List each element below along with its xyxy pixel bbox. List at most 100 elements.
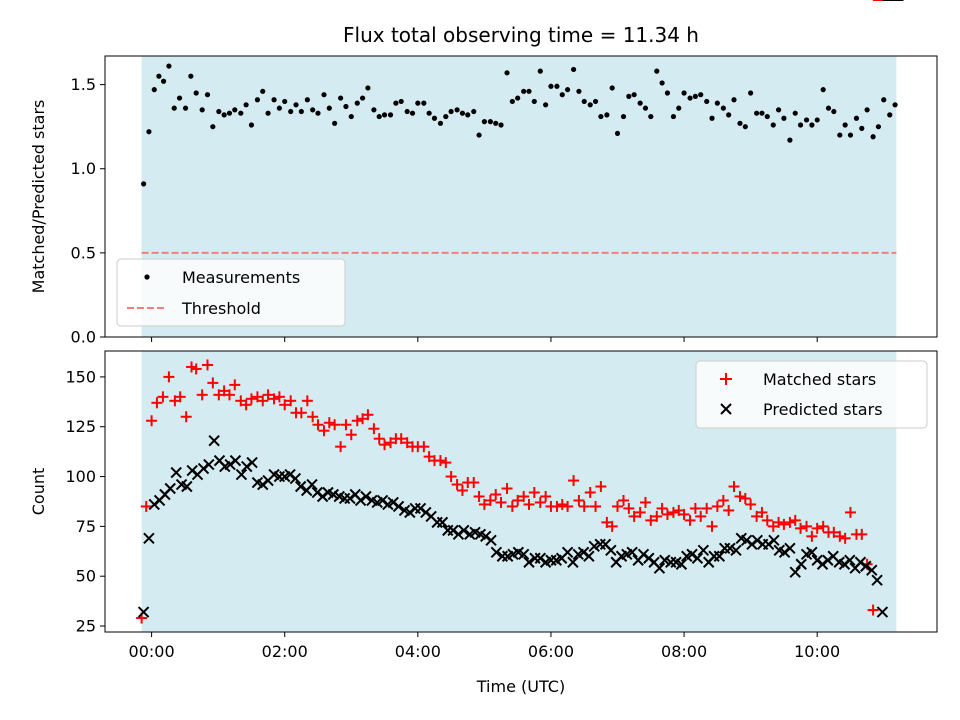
measurement-point	[825, 105, 832, 111]
matched-star-point	[301, 395, 313, 407]
matched-star-point	[606, 520, 618, 532]
predicted-star-point	[143, 532, 155, 545]
counts-ytick-label-3: 100	[65, 467, 96, 486]
predicted-star-point	[730, 544, 742, 556]
measurement-point	[443, 113, 449, 120]
measurement-point	[276, 105, 282, 111]
measurement-point	[576, 88, 582, 94]
predicted-star-point	[605, 544, 617, 556]
matched-star-point	[634, 506, 646, 518]
predicted-star-point	[675, 558, 688, 570]
measurement-point	[315, 110, 321, 116]
measurement-point	[887, 112, 893, 118]
matched-star-point	[190, 363, 202, 375]
measurement-point	[531, 98, 537, 105]
measurement-point	[881, 97, 887, 103]
matched-star-point	[817, 520, 829, 532]
measurement-point	[592, 98, 599, 105]
matched-star-point	[590, 500, 602, 512]
measurement-point	[748, 90, 754, 96]
matched-star-point	[440, 457, 452, 469]
predicted-star-point	[360, 490, 372, 503]
measurement-point	[404, 108, 410, 115]
matched-star-point	[867, 604, 879, 616]
matched-star-point	[229, 379, 241, 391]
measurement-point	[160, 78, 167, 84]
measurement-point	[509, 98, 515, 105]
legend-matched-label: Matched stars	[763, 370, 876, 389]
matched-star-point	[501, 483, 513, 495]
measurement-point	[731, 97, 737, 103]
matched-star-point	[495, 496, 507, 508]
counts-ytick-label-1: 50	[76, 567, 96, 586]
predicted-star-point	[306, 478, 318, 491]
counts-ytick-label-0: 25	[76, 617, 96, 636]
legend-threshold-label: Threshold	[181, 299, 261, 318]
matched-star-point	[379, 439, 391, 451]
matched-star-point	[307, 411, 319, 423]
x-tick-label-0: 00:00	[129, 642, 175, 661]
measurement-point	[797, 122, 804, 128]
measurement-point	[781, 115, 787, 121]
measurement-point	[381, 112, 388, 118]
matched-star-point	[434, 455, 446, 467]
predicted-star-point	[691, 552, 704, 564]
measurement-point	[182, 105, 189, 111]
matched-star-point	[395, 433, 407, 445]
measurement-point	[226, 110, 233, 116]
measurement-point	[204, 92, 211, 98]
measurement-point	[681, 90, 687, 96]
matched-star-point	[784, 516, 796, 528]
matched-star-point	[473, 490, 485, 502]
measurement-point	[609, 85, 615, 91]
matched-star-point	[373, 433, 385, 445]
predicted-star-point	[697, 544, 710, 556]
measurement-point	[720, 105, 726, 111]
matched-star-point	[279, 399, 291, 411]
counts-ytick-label-5: 150	[65, 367, 96, 386]
x-tick-label-3: 06:00	[528, 642, 574, 661]
measurement-point	[288, 108, 294, 115]
legend-measurements-label: Measurements	[182, 268, 300, 287]
measurement-point	[141, 181, 147, 187]
matched-star-point	[362, 409, 374, 421]
matched-star-point	[484, 494, 496, 506]
matched-star-point	[656, 502, 668, 514]
matched-star-point	[584, 486, 596, 498]
matched-star-point	[528, 486, 540, 498]
matched-star-point	[573, 494, 585, 506]
predicted-star-point	[203, 458, 215, 471]
legend-measurements-marker	[144, 274, 150, 280]
matched-star-point	[245, 393, 257, 405]
measurement-point	[726, 112, 732, 118]
measurement-point	[754, 110, 760, 116]
matched-star-point	[639, 496, 651, 508]
matched-star-point	[695, 510, 707, 522]
measurement-point	[842, 122, 848, 128]
measurement-point	[620, 113, 627, 120]
predicted-star-point	[583, 550, 595, 562]
matched-star-point	[445, 471, 457, 483]
measurement-point	[792, 110, 798, 116]
measurement-point	[659, 80, 665, 86]
matched-star-point	[456, 485, 468, 497]
legend-predicted-label: Predicted stars	[763, 400, 883, 419]
matched-star-point	[146, 415, 158, 427]
measurement-point	[354, 100, 360, 106]
matched-star-point	[451, 479, 463, 491]
measurement-point	[343, 103, 349, 110]
measurement-point	[598, 113, 604, 120]
x-tick-label-5: 10:00	[794, 642, 840, 661]
measurement-point	[304, 97, 310, 103]
measurement-point	[814, 117, 820, 123]
matched-star-point	[734, 490, 746, 502]
measurement-point	[248, 122, 255, 128]
counts-plot-frame	[104, 350, 938, 633]
measurement-point	[493, 120, 499, 126]
measurement-point	[687, 95, 693, 101]
predicted-star-point	[164, 482, 176, 495]
measurement-point	[537, 68, 543, 74]
counts-ytick-label-2: 75	[76, 517, 96, 536]
matched-star-point	[318, 425, 330, 437]
